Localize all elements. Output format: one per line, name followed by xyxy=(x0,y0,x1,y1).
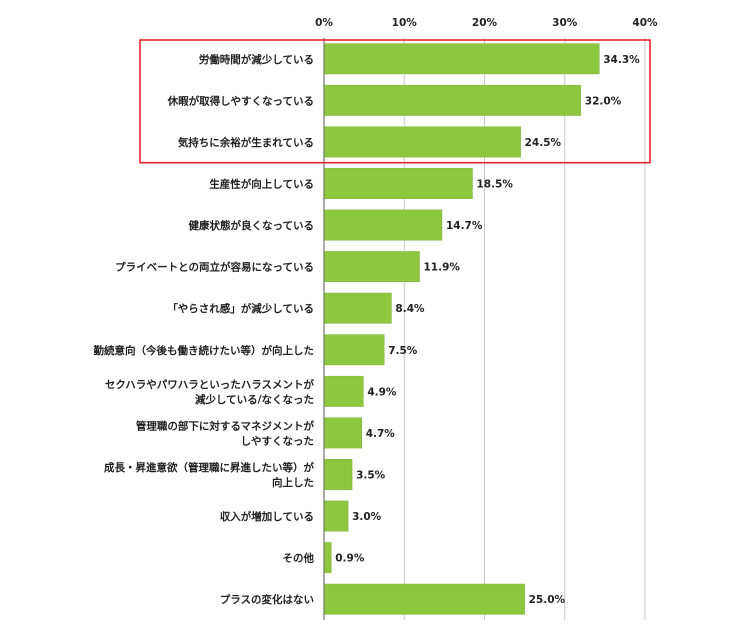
value-label: 25.0% xyxy=(529,594,566,606)
value-label: 4.9% xyxy=(367,386,397,398)
bar xyxy=(324,334,385,366)
bar xyxy=(324,251,420,283)
value-label: 0.9% xyxy=(335,553,365,565)
bar xyxy=(324,417,362,449)
value-label: 4.7% xyxy=(366,428,396,440)
tick-label: 10% xyxy=(392,17,418,29)
category-label: 健康状態が良くなっている xyxy=(189,219,314,232)
tick-label: 30% xyxy=(552,17,578,29)
category-label: 向上した xyxy=(272,476,314,489)
tick-label: 20% xyxy=(472,17,498,29)
value-label: 7.5% xyxy=(388,345,418,357)
gridlines xyxy=(323,38,646,620)
category-label: 休暇が取得しやすくなっている xyxy=(167,94,314,107)
x-axis-ticks: 0% 10% 20% 30% 40% xyxy=(315,17,658,29)
tick-label: 0% xyxy=(315,17,333,29)
category-label: 気持ちに余裕が生まれている xyxy=(177,136,314,149)
bar xyxy=(324,209,443,241)
category-label: 管理職の部下に対するマネジメントが xyxy=(136,419,315,432)
bar xyxy=(324,43,600,75)
highlight-rect xyxy=(139,39,651,164)
category-label: 「やらされ感」が減少している xyxy=(167,302,314,315)
bar xyxy=(324,500,349,532)
value-label: 3.0% xyxy=(352,511,382,523)
value-label: 3.5% xyxy=(356,470,386,482)
category-label: その他 xyxy=(283,552,315,565)
highlight-box xyxy=(139,39,651,164)
bar xyxy=(324,542,332,574)
category-label: プラスの変化はない xyxy=(220,593,314,606)
category-label: しやすくなった xyxy=(241,435,314,447)
category-label: 勤続意向（今後も働き続けたい等）が向上した xyxy=(94,344,315,357)
bar xyxy=(324,84,582,116)
category-label: プライベートとの両立が容易になっている xyxy=(115,261,314,274)
value-label: 8.4% xyxy=(395,303,425,315)
value-label: 18.5% xyxy=(476,179,513,191)
value-label: 11.9% xyxy=(423,262,460,274)
category-labels: 労働時間が減少している休暇が取得しやすくなっている気持ちに余裕が生まれている生産… xyxy=(94,53,315,606)
value-labels: 34.3% 32.0% 24.5% 18.5% 14.7% 11.9% 8.4% 7.5% 4.… xyxy=(335,54,640,606)
category-label: 収入が増加している xyxy=(220,510,314,523)
value-label: 34.3% xyxy=(603,54,640,66)
value-label: 32.0% xyxy=(585,95,622,107)
bar xyxy=(324,459,353,490)
category-label: 減少している/なくなった xyxy=(195,393,314,406)
value-label: 24.5% xyxy=(525,137,562,149)
bar xyxy=(324,375,364,407)
value-label: 14.7% xyxy=(446,220,483,232)
bar xyxy=(324,583,525,615)
tick-label: 40% xyxy=(632,17,658,29)
category-label: 成長・昇進意欲（管理職に昇進したい等）が xyxy=(104,461,314,474)
bars xyxy=(324,43,600,615)
bar xyxy=(324,292,392,324)
category-label: 生産性が向上している xyxy=(209,178,314,191)
category-label: 労働時間が減少している xyxy=(199,53,314,66)
category-label: セクハラやパワハラといったハラスメントが xyxy=(105,378,315,391)
bar xyxy=(324,168,473,199)
bar xyxy=(324,126,521,158)
